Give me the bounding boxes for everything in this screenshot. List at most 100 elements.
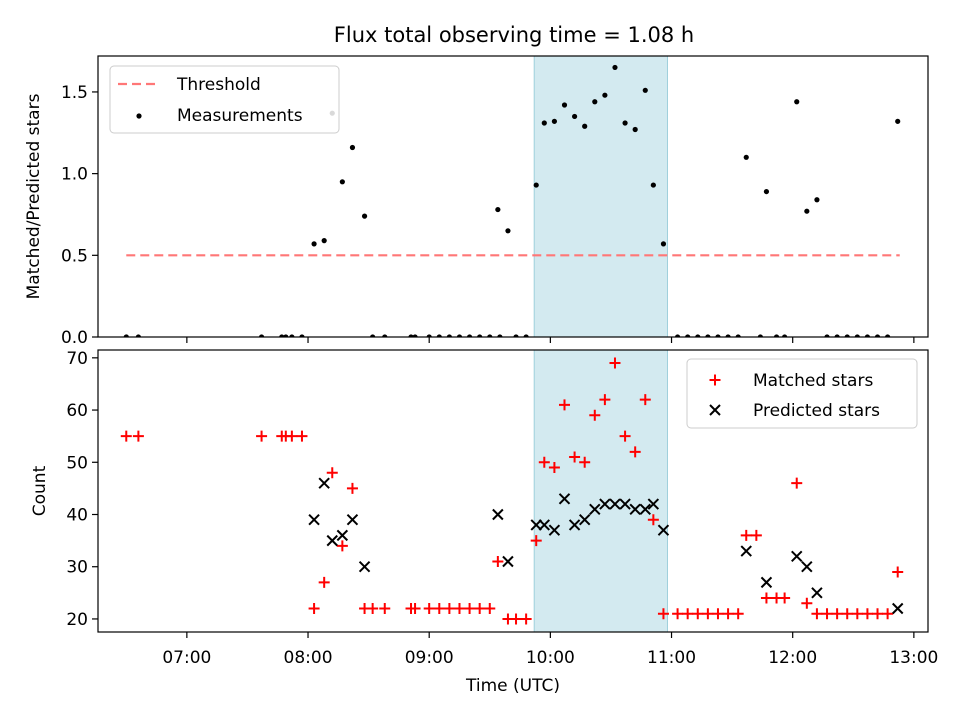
matched-star-point <box>336 540 348 552</box>
measurement-point <box>632 126 638 133</box>
y-axis-label: Matched/Predicted stars <box>24 93 44 299</box>
predicted-star-point <box>346 514 359 526</box>
matched-star-point <box>750 529 762 541</box>
x-tick-label: 13:00 <box>889 648 938 668</box>
measurement-point <box>757 334 763 337</box>
matched-star-point <box>841 608 853 620</box>
series-matched-stars <box>120 357 904 625</box>
measurement-point <box>505 228 511 234</box>
matched-star-point <box>256 430 268 442</box>
matched-star-point <box>692 608 704 620</box>
matched-star-point <box>672 608 684 620</box>
matched-star-point <box>423 603 435 614</box>
matched-star-point <box>326 467 338 479</box>
measurement-point <box>622 120 628 126</box>
matched-star-point <box>558 399 570 411</box>
measurement-point <box>705 334 711 337</box>
x-axis-label: Time (UTC) <box>465 676 560 696</box>
legend-measurement-label: Measurements <box>177 106 303 126</box>
measurement-point <box>349 144 356 151</box>
predicted-star-point <box>760 576 773 589</box>
matched-star-point <box>740 529 752 541</box>
measurement-point <box>844 334 850 337</box>
measurement-point <box>804 208 810 214</box>
legend-matched-label: Matched stars <box>753 371 873 391</box>
legend: Threshold Measurements <box>109 65 340 134</box>
measurement-point <box>339 179 345 185</box>
matched-star-point <box>619 430 631 442</box>
matched-star-point <box>722 608 734 620</box>
matched-star-point <box>579 456 591 468</box>
matched-star-point <box>538 456 550 468</box>
predicted-star-point <box>811 587 823 599</box>
measurement-point <box>495 206 501 213</box>
y-tick-label: 20 <box>66 610 88 630</box>
matched-star-point <box>296 430 308 442</box>
measurement-point <box>650 182 656 188</box>
matched-star-point <box>811 608 823 620</box>
matched-star-point <box>308 603 320 614</box>
measurement-point <box>408 334 414 337</box>
measurement-point <box>551 118 557 124</box>
matched-star-point <box>702 608 714 620</box>
matched-star-point <box>492 556 504 567</box>
measurement-point <box>725 334 731 337</box>
predicted-star-point <box>657 524 670 536</box>
measurement-point <box>279 334 285 337</box>
measurement-point <box>497 334 503 337</box>
matched-star-point <box>318 576 330 588</box>
axes-frame <box>97 349 929 633</box>
legend-predicted-label: Predicted stars <box>753 401 880 421</box>
legend: Matched stars Predicted stars <box>686 358 918 429</box>
measurement-point <box>642 87 648 93</box>
measurement-point <box>135 334 141 337</box>
x-tick-label: 09:00 <box>405 648 454 668</box>
y-tick-label: 0.0 <box>61 328 88 348</box>
matched-star-point <box>629 446 641 458</box>
measurement-point <box>513 334 519 337</box>
measurement-point <box>436 334 442 337</box>
predicted-star-point <box>589 503 601 515</box>
axes-frame <box>97 55 929 338</box>
predicted-star-point <box>492 508 504 521</box>
measurement-point <box>571 113 578 120</box>
top-panel: 0.0 0.5 1.0 1.5 Matched/Predicted stars Thres… <box>24 55 929 348</box>
matched-star-point <box>569 451 581 463</box>
measurement-point <box>743 154 749 160</box>
matched-star-point <box>286 430 298 442</box>
measurement-point <box>456 334 463 337</box>
predicted-star-point <box>318 477 330 489</box>
measurement-point <box>311 241 317 247</box>
measurement-point <box>321 238 327 244</box>
legend-box <box>686 358 918 429</box>
predicted-star-point <box>578 514 591 526</box>
matched-star-point <box>882 608 894 620</box>
measurement-point <box>466 334 473 337</box>
measurement-point <box>561 102 568 108</box>
measurement-point <box>487 334 493 337</box>
measurement-point <box>382 334 388 337</box>
matched-star-point <box>647 514 659 526</box>
measurement-point <box>602 92 608 98</box>
matched-star-point <box>791 477 803 489</box>
predicted-star-point <box>647 498 660 510</box>
matched-star-point <box>589 409 601 421</box>
matched-star-point <box>409 603 421 614</box>
measurement-point <box>612 64 618 71</box>
series-measurements <box>123 64 901 337</box>
predicted-star-point <box>538 519 551 531</box>
matched-star-point <box>851 608 863 620</box>
matched-star-point <box>548 462 560 473</box>
y-tick-label: 0.5 <box>61 246 88 266</box>
matched-star-point <box>443 603 455 614</box>
predicted-star-point <box>308 514 320 526</box>
x-tick-label: 10:00 <box>526 648 575 668</box>
measurement-point <box>426 334 432 337</box>
matched-star-point <box>779 592 791 604</box>
measurement-point <box>824 334 830 337</box>
matched-star-point <box>433 603 445 614</box>
predicted-star-point <box>791 550 803 562</box>
predicted-star-point <box>548 524 561 536</box>
matched-star-point <box>639 394 651 406</box>
